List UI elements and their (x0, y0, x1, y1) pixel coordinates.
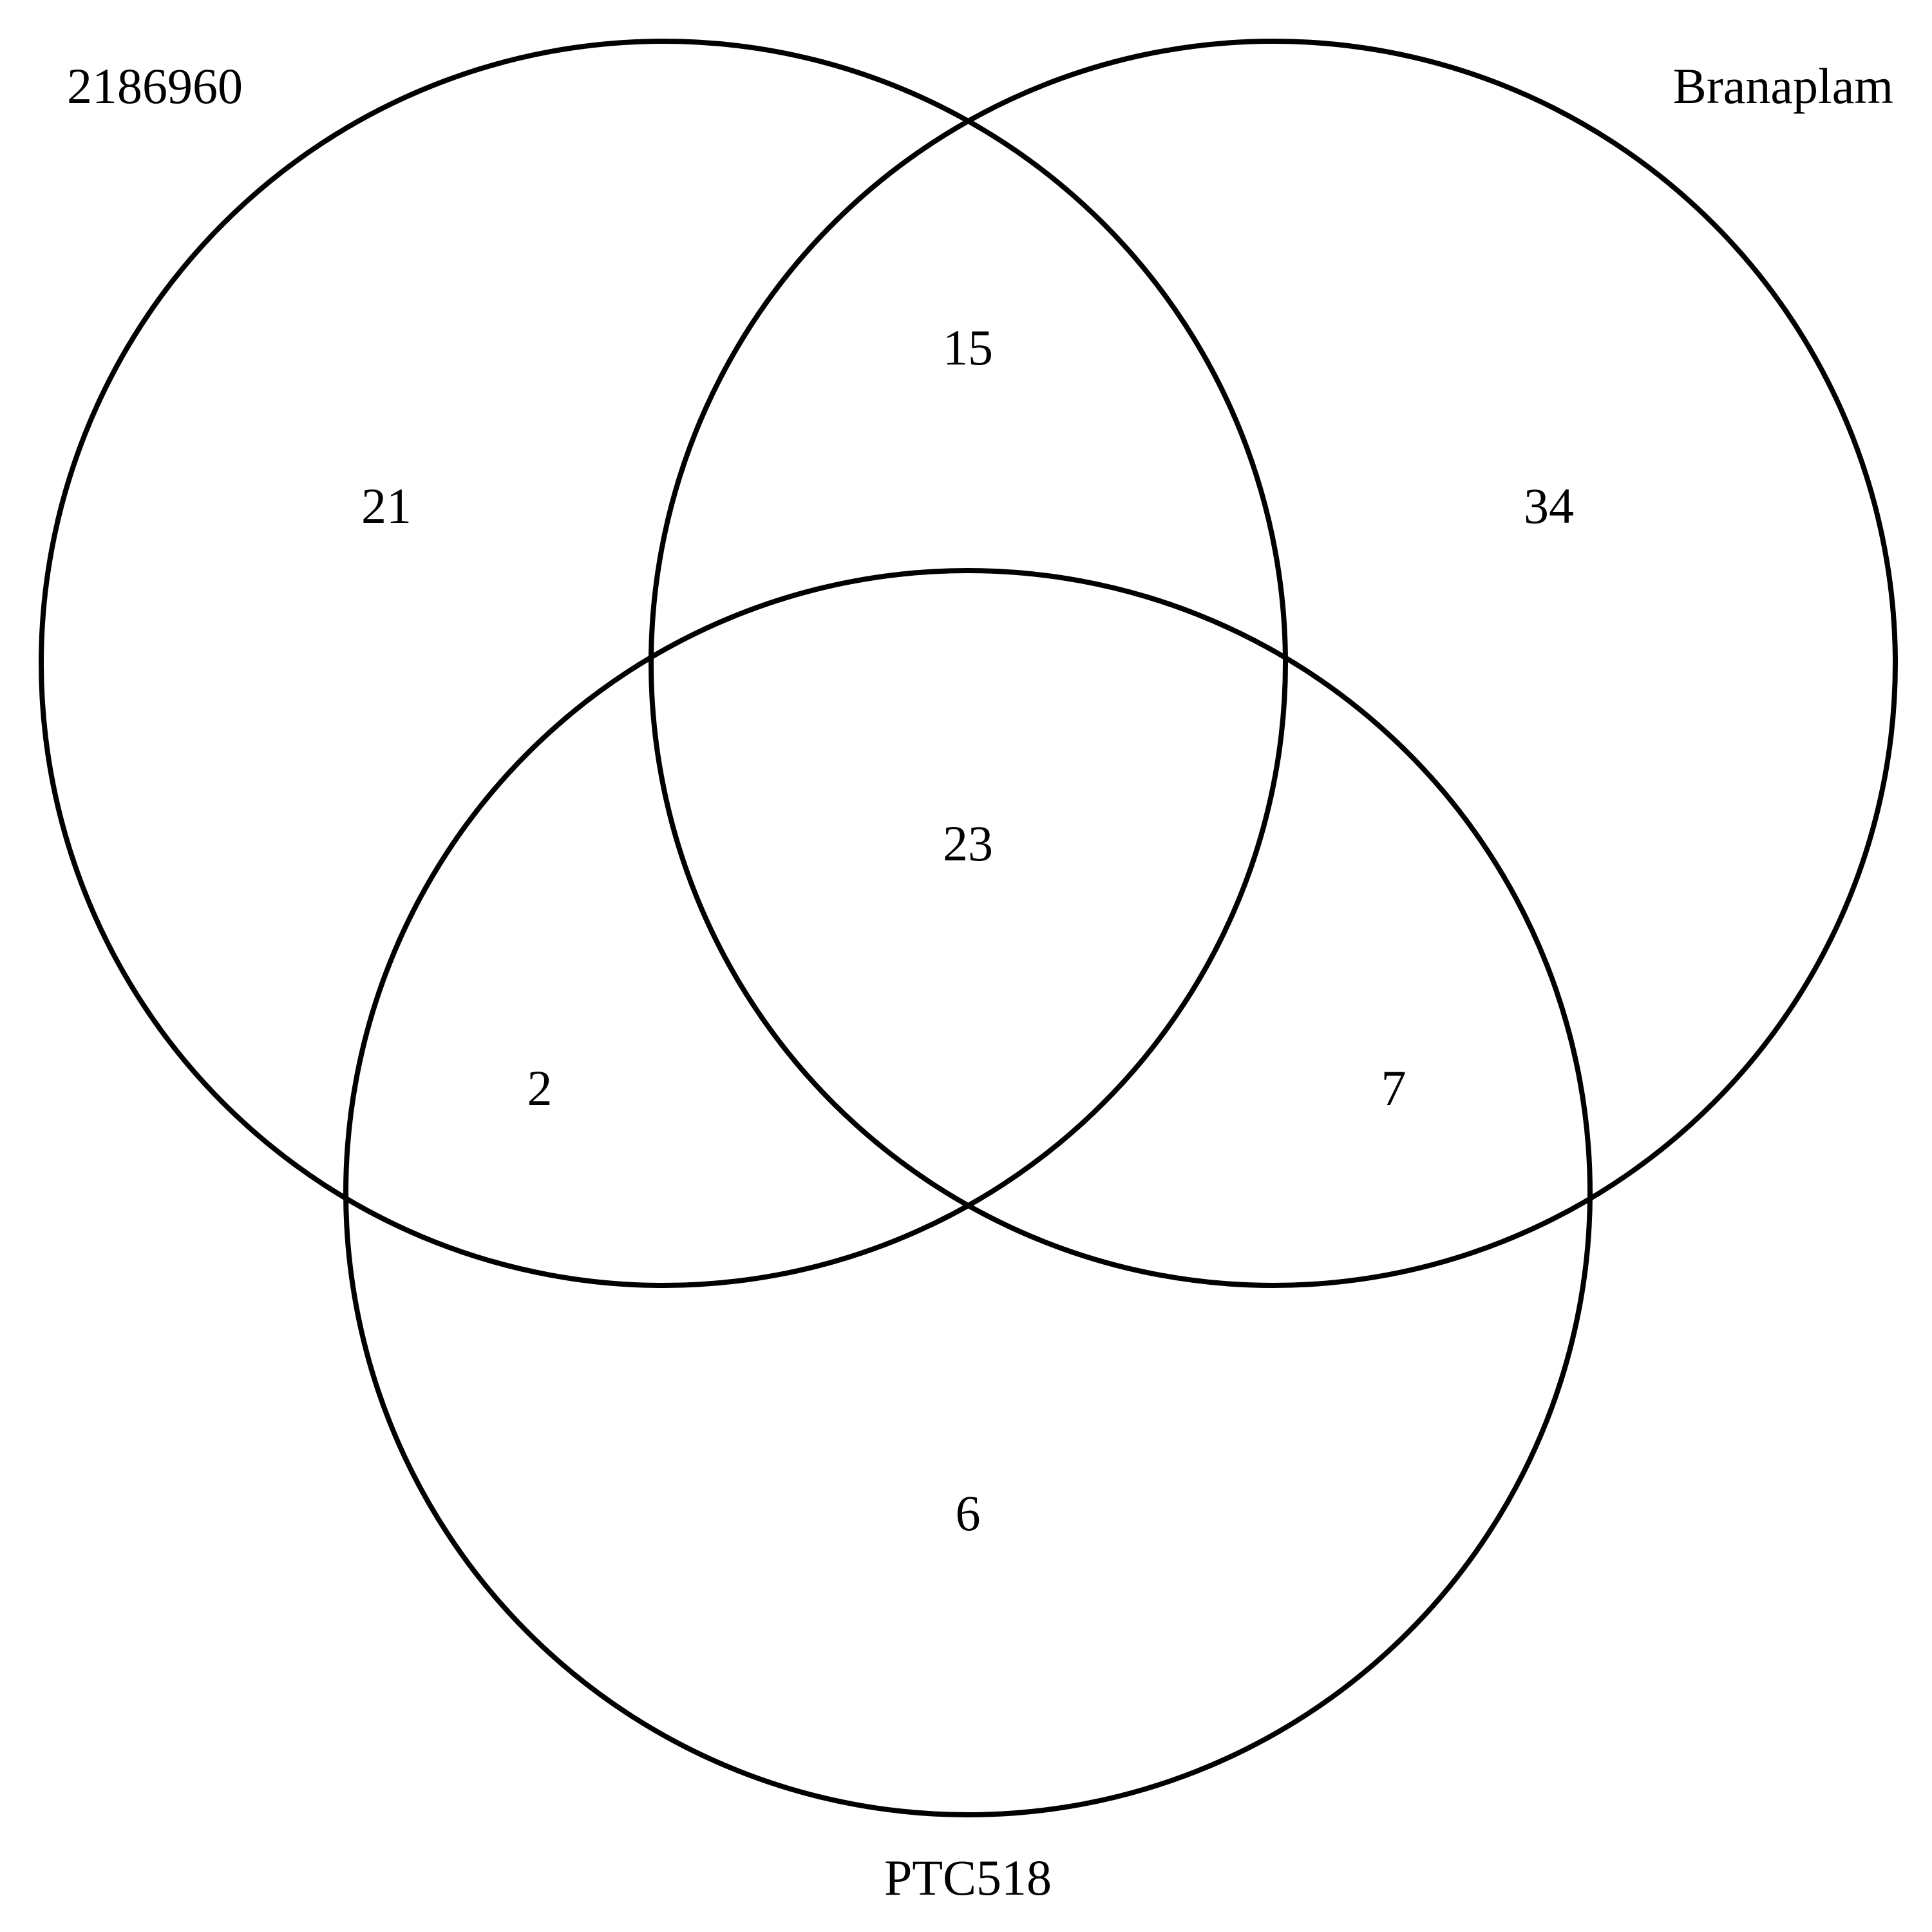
region-count-2186960-ptc518: 2 (527, 1060, 553, 1116)
set-label-ptc518: PTC518 (884, 1850, 1052, 1906)
set-circle-ptc518 (343, 568, 1593, 1817)
region-count-branaplam-only: 34 (1524, 478, 1574, 534)
set-label-2186960: 2186960 (67, 58, 243, 114)
region-count-all-three: 23 (943, 815, 993, 871)
set-circle-branaplam (649, 39, 1898, 1288)
region-count-2186960-branaplam: 15 (943, 319, 993, 375)
region-count-branaplam-ptc518: 7 (1381, 1060, 1406, 1116)
region-count-ptc518-only: 6 (956, 1485, 981, 1541)
region-count-2186960-only: 21 (361, 478, 412, 534)
set-circle-2186960 (39, 39, 1288, 1288)
set-label-branaplam: Branaplam (1673, 58, 1893, 114)
